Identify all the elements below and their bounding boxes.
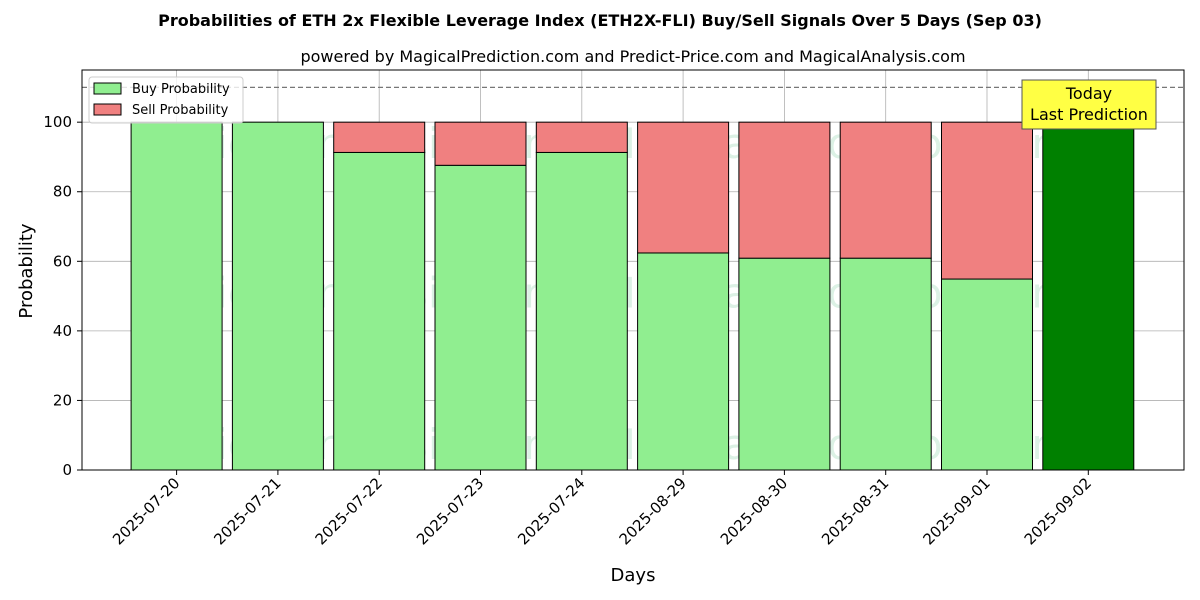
sell-bar: [941, 121, 1033, 280]
buy-bar: [130, 121, 223, 471]
legend: Buy Probability Sell Probability: [88, 76, 244, 124]
buy-bar: [333, 151, 426, 471]
x-axis-label: Days: [611, 565, 656, 586]
buy-bar: [434, 164, 527, 471]
sell-bar: [333, 121, 426, 153]
x-tick-label: 2025-07-20: [109, 474, 183, 548]
legend-swatch: [93, 82, 122, 95]
y-tick-label: 100: [43, 113, 72, 131]
x-tick-label: 2025-08-30: [717, 474, 791, 548]
sell-bar: [738, 121, 831, 259]
y-tick-label: 40: [53, 322, 72, 340]
x-tick-label: 2025-08-31: [818, 474, 892, 548]
chart-subtitle: powered by MagicalPrediction.com and Pre…: [300, 47, 965, 66]
annotation: Today Last Prediction: [1021, 79, 1157, 130]
annotation-box: [1021, 79, 1157, 130]
x-tick-label: 2025-09-01: [919, 474, 993, 548]
buy-bar: [1042, 121, 1135, 471]
sell-bar: [434, 121, 527, 166]
sell-bar: [839, 121, 932, 259]
bars: [130, 121, 1135, 471]
sell-bar: [535, 121, 628, 153]
x-tick-label: 2025-07-21: [210, 474, 284, 548]
buy-bar: [231, 121, 324, 471]
x-tick-label: 2025-07-23: [413, 474, 487, 548]
x-tick-label: 2025-08-29: [616, 474, 690, 548]
legend-box: [88, 76, 244, 124]
annotation-text: Today: [1065, 84, 1112, 103]
chart-title: Probabilities of ETH 2x Flexible Leverag…: [158, 11, 1042, 30]
plot-frame: [81, 69, 1185, 471]
y-tick-label: 0: [62, 461, 72, 479]
buy-bar: [637, 252, 730, 471]
sell-bar: [637, 121, 730, 254]
y-tick-label: 20: [53, 391, 72, 409]
legend-label: Sell Probability: [132, 103, 229, 118]
buy-bar: [535, 151, 628, 471]
buy-bar: [941, 278, 1033, 471]
y-tick-label: 60: [53, 252, 72, 270]
legend-label: Buy Probability: [132, 82, 230, 97]
buy-bar: [738, 257, 831, 471]
annotation-text: Last Prediction: [1030, 105, 1148, 124]
buy-bar: [839, 257, 932, 471]
legend-swatch: [93, 103, 122, 116]
y-tick-label: 80: [53, 183, 72, 201]
y-axis-label: Probability: [16, 223, 37, 318]
x-tick-label: 2025-07-24: [514, 474, 588, 548]
x-tick-label: 2025-09-02: [1021, 474, 1095, 548]
x-tick-label: 2025-07-22: [312, 474, 386, 548]
